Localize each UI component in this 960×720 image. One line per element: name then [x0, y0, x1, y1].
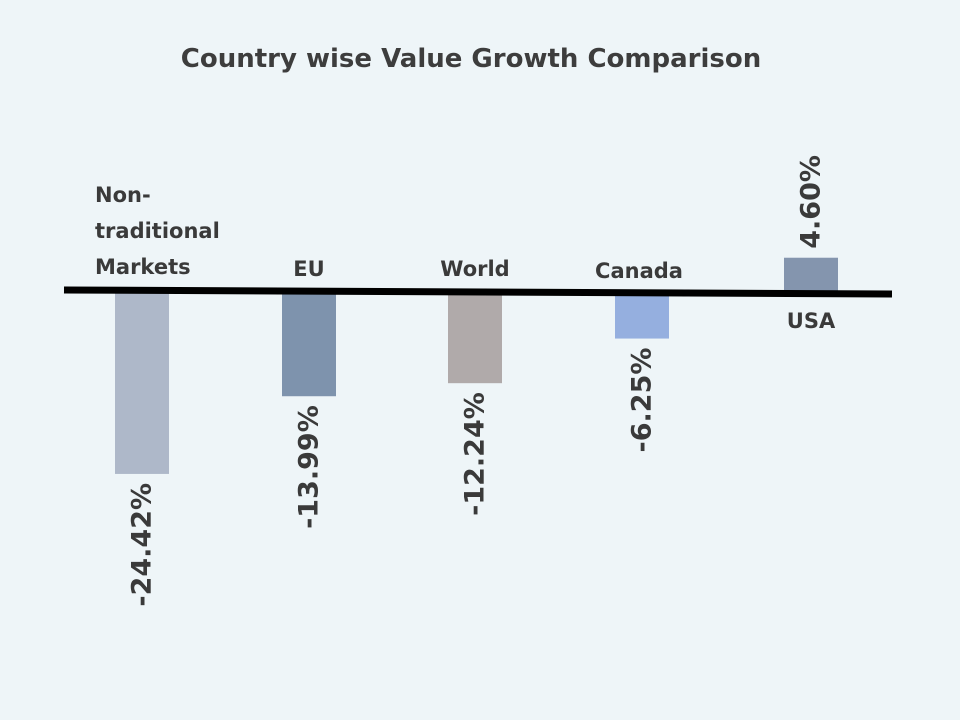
category-label-1: EU — [293, 257, 324, 281]
value-label-1: -13.99% — [294, 405, 325, 529]
value-label-3: -6.25% — [627, 348, 658, 453]
zero-axis-line — [63, 286, 893, 298]
value-label-2: -12.24% — [460, 392, 491, 516]
bar-0 — [115, 292, 169, 474]
category-label-3: Canada — [595, 259, 683, 283]
category-label-2: World — [440, 257, 509, 281]
value-label-0: -24.42% — [127, 483, 158, 607]
bars-group — [115, 257, 838, 474]
chart-title: Country wise Value Growth Comparison — [181, 44, 761, 74]
bar-4 — [784, 257, 838, 292]
labels-group: Non-traditional Markets -24.42% EU -13.99% Wo… — [95, 155, 836, 607]
category-label-0: Non-traditional Markets — [95, 183, 220, 279]
bar-1 — [282, 292, 336, 397]
category-label-4: USA — [787, 309, 836, 333]
value-label-4: 4.60% — [796, 155, 827, 249]
bar-3 — [615, 292, 669, 339]
bar-2 — [448, 292, 502, 384]
